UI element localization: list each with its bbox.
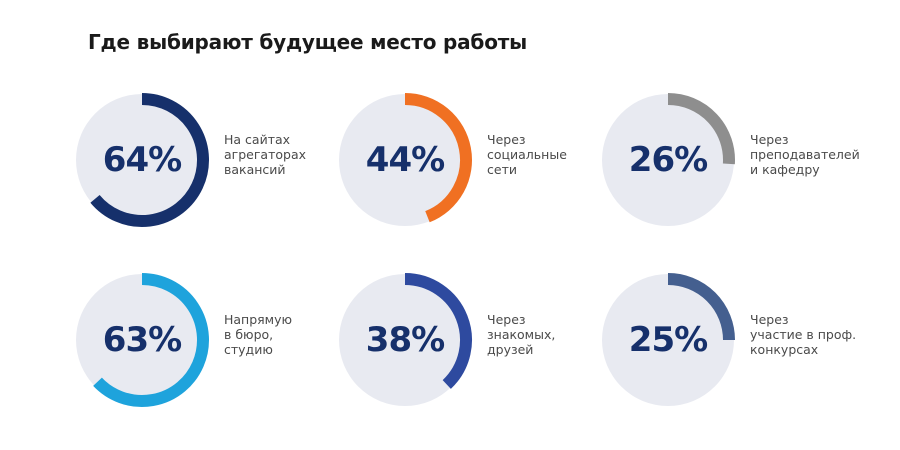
percent-value: 25%: [628, 320, 708, 360]
donut-arc: [404, 93, 472, 223]
category-label: Через участие в проф. конкурсах: [750, 312, 857, 357]
percent-value: 26%: [628, 140, 708, 180]
donut-item: 64% На сайтах агрегаторах вакансий: [62, 80, 362, 250]
category-label: На сайтах агрегаторах вакансий: [224, 132, 307, 177]
donut-track: [602, 94, 734, 226]
donut-item: 25% Через участие в проф. конкурсах: [588, 260, 888, 430]
donut-chart: [602, 273, 735, 406]
donut-chart: [339, 93, 472, 226]
donut-track: [76, 274, 208, 406]
category-label: Напрямую в бюро, студию: [224, 312, 293, 357]
donut-track: [76, 94, 208, 226]
donut-chart: [339, 273, 472, 406]
percent-value: 63%: [102, 320, 182, 360]
donut-arc: [404, 273, 472, 389]
donut-track: [339, 274, 471, 406]
donut-chart: [76, 273, 209, 407]
donut-arc: [667, 273, 735, 341]
category-label: Через социальные сети: [487, 132, 567, 177]
donut-item: 26% Через преподавателей и кафедру: [588, 80, 888, 250]
donut-item: 44% Через социальные сети: [325, 80, 625, 250]
percent-value: 64%: [102, 140, 182, 180]
donut-chart: [76, 93, 209, 227]
donut-arc: [93, 273, 209, 407]
donut-track: [602, 274, 734, 406]
percent-value: 44%: [365, 140, 445, 180]
percent-value: 38%: [365, 320, 445, 360]
category-label: Через знакомых, друзей: [487, 312, 556, 357]
donut-chart: [602, 93, 735, 226]
donut-arc: [667, 93, 735, 165]
category-label: Через преподавателей и кафедру: [750, 132, 860, 177]
donut-track: [339, 94, 471, 226]
donut-arc: [90, 93, 209, 227]
chart-title: Где выбирают будущее место работы: [88, 30, 528, 54]
donut-item: 38% Через знакомых, друзей: [325, 260, 625, 430]
donut-item: 63% Напрямую в бюро, студию: [62, 260, 362, 430]
